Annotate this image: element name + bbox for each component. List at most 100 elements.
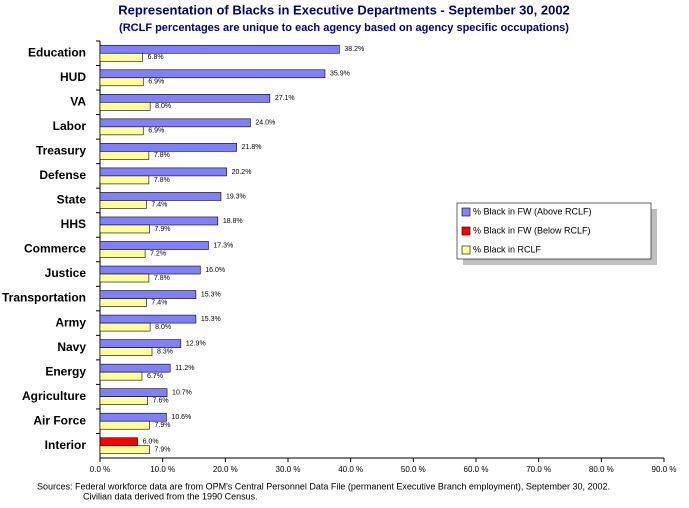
x-tick-label: 30.0 % <box>276 465 301 474</box>
y-tick-label: Interior <box>45 438 87 452</box>
y-tick-label: Education <box>28 45 86 59</box>
x-tick-label: 10.0 % <box>150 465 175 474</box>
chart-subtitle: (RCLF percentages are unique to each age… <box>119 22 569 34</box>
y-tick-label: HHS <box>61 217 86 231</box>
value-label: 6.9% <box>148 79 164 86</box>
x-tick-label: 20.0 % <box>213 465 238 474</box>
note: Civilian data derived from the 1990 Cens… <box>83 491 258 501</box>
y-tick-label: Treasury <box>36 144 86 158</box>
y-tick-label: Army <box>55 315 86 329</box>
value-label: 7.4% <box>151 299 167 306</box>
y-tick-label: Commerce <box>24 242 86 256</box>
bar <box>99 52 143 62</box>
value-label: 7.9% <box>155 422 171 429</box>
value-label: 6.7% <box>147 373 163 380</box>
bar <box>99 175 150 185</box>
value-label: 7.9% <box>155 226 171 233</box>
bar <box>99 371 143 381</box>
bar <box>99 216 219 226</box>
value-label: 15.3% <box>201 316 221 323</box>
value-label: 17.3% <box>213 242 233 249</box>
value-label: 35.9% <box>330 71 350 78</box>
bar <box>99 363 171 373</box>
value-label: 7.2% <box>150 250 166 257</box>
bar <box>99 339 182 348</box>
bar <box>99 273 150 283</box>
bar <box>99 347 153 356</box>
legend <box>456 202 652 260</box>
y-tick-label: Navy <box>57 340 86 354</box>
bar <box>99 200 147 209</box>
bar <box>99 192 222 201</box>
note: Sources: Federal workforce data are from… <box>37 481 610 491</box>
bar <box>99 265 201 275</box>
bar <box>99 118 251 128</box>
x-tick-label: 90.0 % <box>652 465 677 474</box>
chart-title: Representation of Blacks in Executive De… <box>118 2 570 17</box>
bar <box>99 126 144 136</box>
bar <box>99 322 151 332</box>
value-label: 20.2% <box>232 169 252 176</box>
y-tick-label: Transportation <box>2 291 86 305</box>
y-tick-label: Justice <box>45 266 87 280</box>
legend-swatch <box>461 226 471 236</box>
value-label: 7.4% <box>151 201 167 208</box>
bar <box>99 44 340 54</box>
value-label: 7.8% <box>154 177 170 184</box>
value-label: 10.7% <box>172 390 192 397</box>
x-tick-label: 80.0 % <box>589 465 614 474</box>
y-tick-label: Labor <box>53 119 87 133</box>
bar <box>99 249 146 258</box>
legend-label: % Black in FW (Above RCLF) <box>473 206 592 216</box>
bar <box>99 94 271 103</box>
value-label: 11.2% <box>175 365 194 372</box>
bar <box>99 437 138 447</box>
bar <box>99 167 227 177</box>
x-tick-label: 60.0 % <box>464 465 489 474</box>
bar <box>99 388 168 397</box>
value-label: 6.9% <box>148 128 164 135</box>
x-tick-label: 40.0 % <box>338 465 363 474</box>
x-tick-label: 0.0 % <box>90 465 110 474</box>
bar <box>99 151 150 160</box>
legend-label: % Black in FW (Below RCLF) <box>473 225 591 235</box>
y-tick-label: VA <box>70 94 86 108</box>
value-label: 16.0% <box>205 267 225 274</box>
bar <box>99 241 209 250</box>
value-label: 7.9% <box>155 447 171 454</box>
x-tick-label: 70.0 % <box>526 465 551 474</box>
value-label: 24.0% <box>255 120 275 127</box>
value-label: 21.8% <box>242 144 262 151</box>
legend-swatch <box>461 245 471 255</box>
y-tick-label: Air Force <box>33 413 86 427</box>
bar <box>99 396 148 405</box>
value-label: 27.1% <box>275 95 295 102</box>
value-label: 18.8% <box>223 218 243 225</box>
x-tick-label: 50.0 % <box>401 465 426 474</box>
bar <box>99 143 237 152</box>
bar <box>99 69 326 79</box>
bar <box>99 420 150 430</box>
value-label: 6.8% <box>148 54 164 61</box>
bar <box>99 224 150 234</box>
bar <box>99 445 150 455</box>
value-label: 8.0% <box>155 324 171 331</box>
value-label: 12.9% <box>186 340 206 347</box>
legend-swatch <box>461 207 471 217</box>
bar <box>99 102 151 111</box>
bar <box>99 298 147 307</box>
value-label: 19.3% <box>226 193 246 200</box>
y-tick-label: Energy <box>45 364 86 378</box>
bar <box>99 77 144 87</box>
value-label: 7.8% <box>154 275 170 282</box>
y-tick-label: Defense <box>39 168 86 182</box>
value-label: 6.0% <box>143 439 159 446</box>
value-label: 8.3% <box>157 348 173 355</box>
y-tick-label: State <box>57 193 87 207</box>
value-label: 15.3% <box>201 291 221 298</box>
bar <box>99 412 167 422</box>
value-label: 8.0% <box>155 103 171 110</box>
y-tick-label: Agriculture <box>22 389 86 403</box>
legend-label: % Black in RCLF <box>473 244 542 254</box>
value-label: 7.8% <box>154 152 170 159</box>
